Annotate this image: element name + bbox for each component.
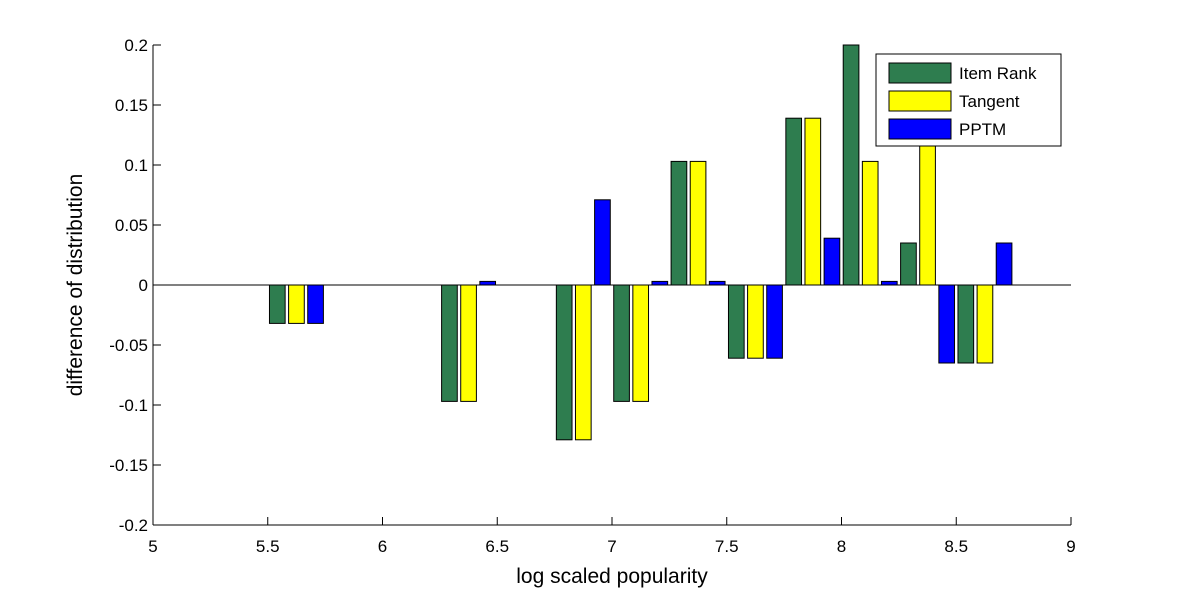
bar-tangent-6 — [804, 117, 822, 286]
x-tick-label: 6.5 — [485, 537, 509, 556]
y-axis-label: difference of distribution — [64, 174, 87, 397]
bar-tangent-7 — [861, 160, 879, 286]
bar-item-rank-7 — [842, 44, 860, 286]
bar-item-rank-9 — [957, 284, 975, 364]
bar-item-rank-6 — [785, 117, 803, 286]
y-tick-label: 0.15 — [115, 96, 148, 115]
x-tick-label: 8 — [837, 537, 846, 556]
x-tick-label: 7.5 — [715, 537, 739, 556]
bar-tangent-5 — [747, 284, 764, 359]
bar-pptm-3 — [651, 280, 669, 286]
legend-swatch — [888, 90, 952, 112]
y-tick-label: 0.2 — [124, 36, 148, 55]
x-tick-label: 8.5 — [944, 537, 968, 556]
x-tick-label: 5 — [148, 537, 157, 556]
y-tick-label: 0.1 — [124, 156, 148, 175]
x-tick-label: 9 — [1066, 537, 1075, 556]
legend-label: PPTM — [959, 120, 1006, 139]
bar-tangent-1 — [460, 284, 477, 402]
bar-item-rank-8 — [900, 242, 917, 286]
bar-tangent-4 — [689, 160, 707, 286]
legend-label: Tangent — [959, 92, 1020, 111]
bar-item-rank-1 — [441, 284, 458, 402]
bar-item-rank-4 — [670, 160, 688, 286]
x-tick-label: 6 — [378, 537, 387, 556]
bar-pptm-6 — [823, 237, 841, 286]
bar-pptm-5 — [766, 284, 783, 359]
x-tick-label: 7 — [607, 537, 616, 556]
bar-pptm-4 — [708, 280, 726, 286]
bar-tangent-9 — [976, 284, 994, 364]
bar-tangent-2 — [574, 284, 592, 441]
y-tick-label: 0 — [139, 276, 148, 295]
legend-label: Item Rank — [959, 64, 1037, 83]
bar-pptm-8 — [938, 284, 956, 364]
bar-tangent-0 — [288, 284, 305, 324]
bar-item-rank-0 — [268, 284, 286, 324]
bars-layer — [268, 44, 1013, 441]
y-tick-label: -0.2 — [119, 516, 148, 535]
bar-pptm-0 — [307, 284, 324, 324]
bar-item-rank-2 — [555, 284, 573, 441]
y-tick-label: 0.05 — [115, 216, 148, 235]
y-tick-label: -0.15 — [109, 456, 148, 475]
y-tick-label: -0.05 — [109, 336, 148, 355]
bar-pptm-1 — [479, 280, 497, 286]
bar-item-rank-5 — [727, 284, 745, 359]
bar-tangent-3 — [632, 284, 650, 402]
bar-pptm-9 — [995, 242, 1013, 286]
y-tick-label: -0.1 — [119, 396, 148, 415]
bar-item-rank-3 — [613, 284, 630, 402]
legend-swatch — [888, 62, 952, 84]
legend-swatch — [888, 118, 952, 140]
x-axis-label: log scaled popularity — [516, 565, 708, 588]
bar-pptm-2 — [594, 199, 611, 286]
legend: Item Rank Tangent PPTM — [875, 53, 1062, 147]
bar-pptm-7 — [880, 280, 898, 286]
axes-layer: 5 5.5 6 6.5 7 7.5 8 8.5 9 -0.2 -0.15 -0.1 -0.05 0 0.05… — [109, 36, 1075, 556]
x-tick-label: 5.5 — [256, 537, 280, 556]
